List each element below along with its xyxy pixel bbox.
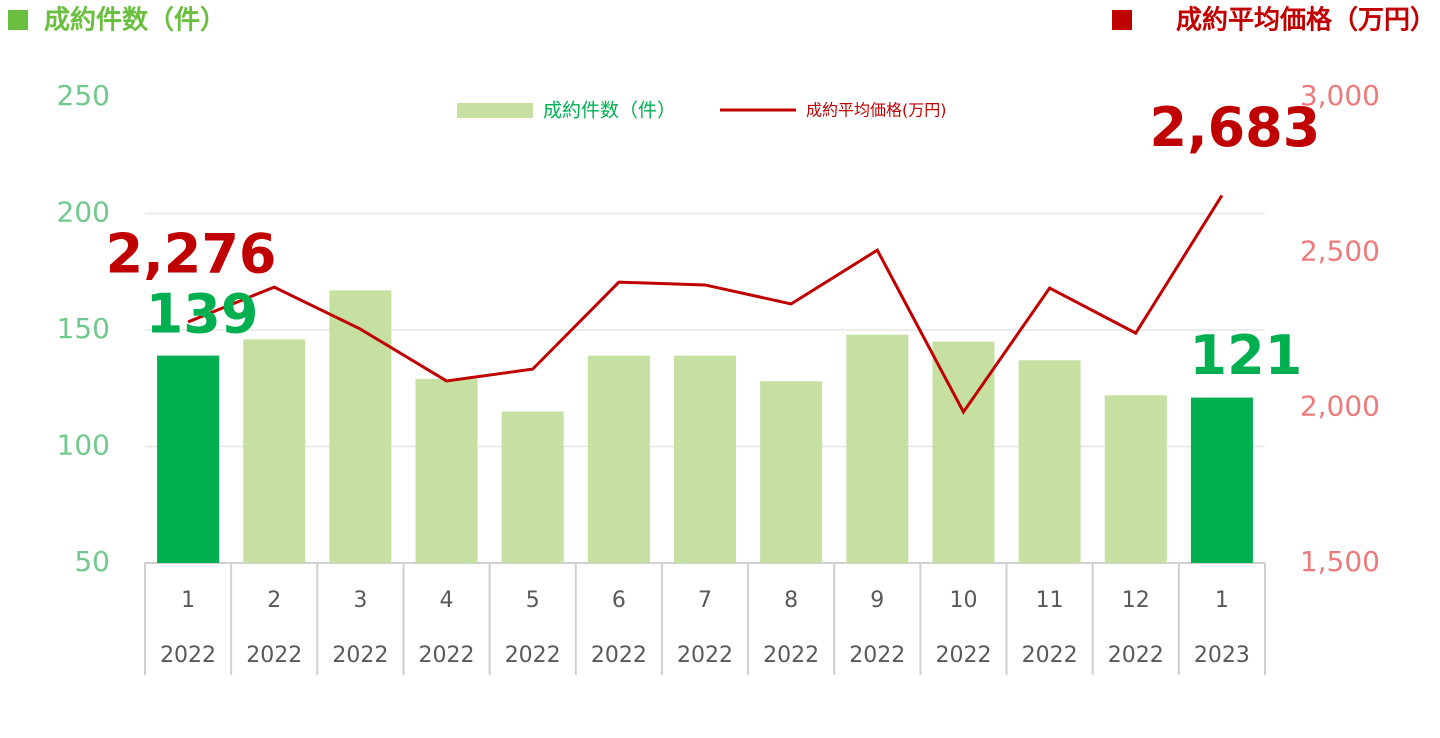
x-tick-year: 2022 (246, 643, 302, 668)
line-value-label: 2,276 (106, 223, 277, 286)
bar (501, 411, 564, 563)
line (187, 194, 1224, 415)
x-tick-label: 1 (1215, 588, 1229, 613)
bar (846, 334, 909, 563)
y-tick-label: 200 (57, 196, 110, 229)
x-tick-year: 2022 (505, 643, 561, 668)
y2-tick-label: 1,500 (1300, 545, 1380, 578)
x-tick-year: 2022 (160, 643, 216, 668)
x-tick-year: 2022 (591, 643, 647, 668)
y-tick-label: 100 (57, 429, 110, 462)
bar (157, 355, 220, 563)
x-tick-label: 3 (353, 588, 367, 613)
y-tick-label: 50 (74, 545, 110, 578)
x-tick-year: 2022 (763, 643, 819, 668)
bar (932, 341, 995, 563)
y2-tick-label: 3,000 (1300, 79, 1380, 112)
y2-tick-label: 2,500 (1300, 234, 1380, 267)
bar (329, 290, 392, 563)
bar (243, 339, 306, 563)
y-label-swatch (8, 10, 28, 30)
x-tick-label: 5 (526, 588, 540, 613)
x-tick-year: 2022 (1108, 643, 1164, 668)
x-tick-label: 6 (612, 588, 626, 613)
legend-label: 成約平均価格(万円) (806, 101, 947, 120)
x-tick-label: 2 (267, 588, 281, 613)
legend-label: 成約件数（件） (543, 100, 676, 122)
x-tick-year: 2022 (1022, 643, 1078, 668)
legend-swatch (457, 103, 533, 118)
x-tick-year: 2022 (419, 643, 475, 668)
bar-value-label: 121 (1190, 324, 1303, 387)
x-tick-year: 2022 (332, 643, 388, 668)
bar (1018, 360, 1081, 563)
y-tick-label: 150 (57, 312, 110, 345)
x-tick-label: 12 (1122, 588, 1150, 613)
x-tick-year: 2022 (677, 643, 733, 668)
x-tick-label: 9 (870, 588, 884, 613)
bar (1104, 395, 1167, 563)
bar (760, 381, 823, 563)
y-tick-label: 250 (57, 79, 110, 112)
x-tick-year: 2023 (1194, 643, 1250, 668)
bar (587, 355, 650, 563)
bar (674, 355, 736, 563)
y-axis-title: 成約件数（件） (44, 5, 226, 36)
x-tick-label: 11 (1036, 588, 1064, 613)
y2-tick-label: 2,000 (1300, 390, 1380, 423)
x-tick-year: 2022 (935, 643, 991, 668)
x-tick-label: 7 (698, 588, 712, 613)
y2-axis-title: 成約平均価格（万円） (1176, 5, 1436, 36)
y2-label-swatch (1112, 10, 1132, 30)
x-tick-label: 4 (440, 588, 454, 613)
x-tick-year: 2022 (849, 643, 905, 668)
x-tick-label: 10 (949, 588, 977, 613)
x-tick-label: 1 (181, 588, 195, 613)
x-tick-label: 8 (784, 588, 798, 613)
bar (415, 378, 478, 563)
line-value-label: 2,683 (1150, 96, 1321, 159)
bar-value-label: 139 (146, 282, 259, 345)
bar (1190, 397, 1253, 563)
